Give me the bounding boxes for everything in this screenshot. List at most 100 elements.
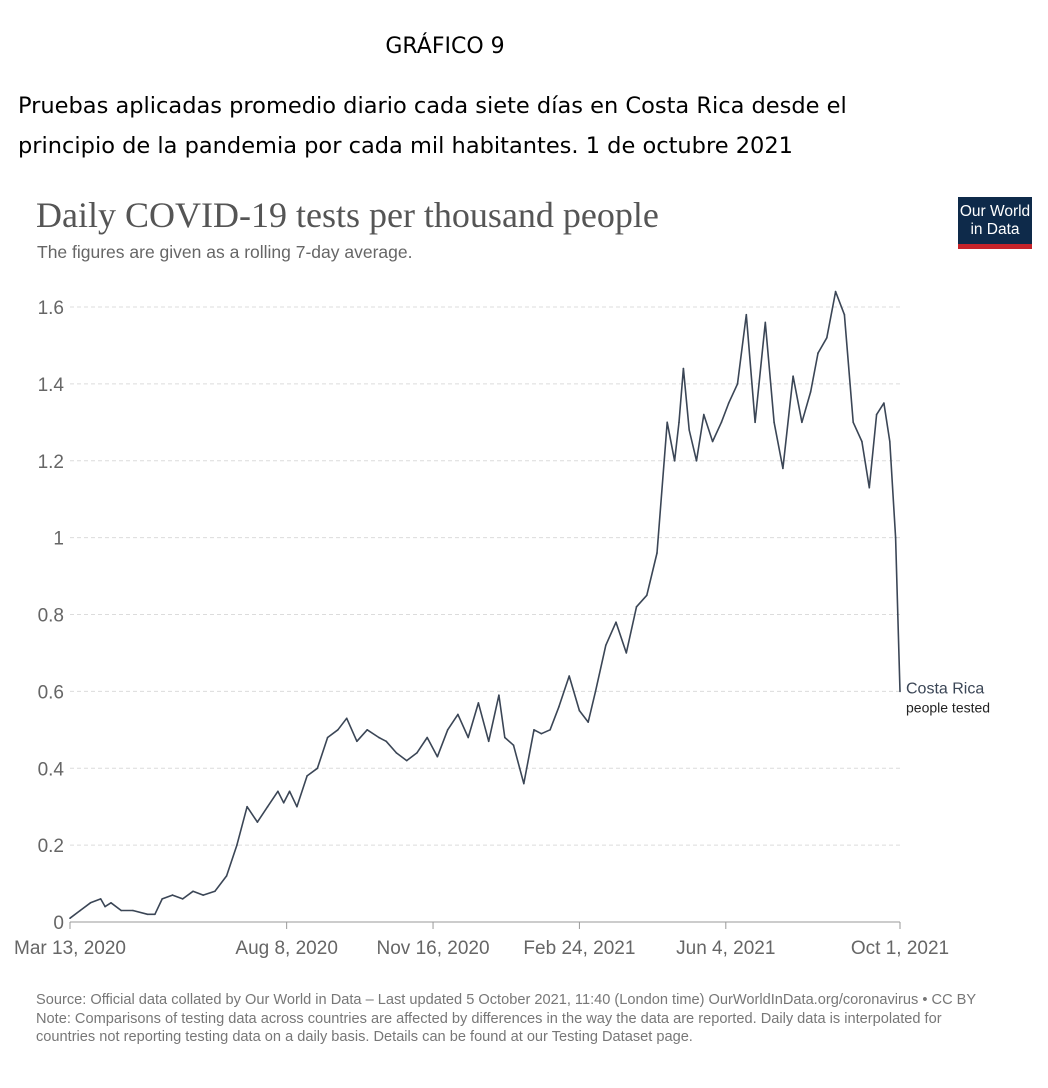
- y-tick-label: 1.2: [38, 452, 64, 473]
- series-line-costa-rica[interactable]: [69, 290, 901, 919]
- data-point: [764, 321, 767, 324]
- data-point: [773, 421, 775, 424]
- data-point: [337, 729, 339, 731]
- data-point: [594, 690, 597, 693]
- chart-title: Daily COVID-19 tests per thousand people: [36, 195, 659, 235]
- data-point: [385, 740, 388, 743]
- data-point: [745, 313, 748, 316]
- data-point: [711, 440, 714, 443]
- series-label-metric: people tested: [906, 699, 990, 715]
- y-tick-label: 0: [53, 913, 64, 934]
- data-point: [89, 902, 92, 904]
- data-point: [666, 421, 668, 424]
- data-point: [587, 721, 589, 723]
- data-point: [736, 383, 739, 385]
- data-point: [110, 902, 112, 904]
- figure-label: GRÁFICO 9: [385, 34, 505, 59]
- data-point: [181, 898, 184, 900]
- y-tick-label: 0.8: [38, 606, 64, 627]
- data-point: [605, 644, 607, 647]
- y-tick-label: 1.4: [38, 375, 65, 396]
- data-point: [154, 913, 156, 916]
- data-point: [266, 805, 269, 808]
- data-point: [883, 402, 885, 404]
- data-point: [225, 875, 228, 877]
- data-point: [487, 740, 490, 743]
- data-point: [843, 313, 846, 316]
- data-point: [288, 790, 291, 793]
- x-tick-label: Aug 8, 2020: [235, 938, 337, 959]
- data-point: [446, 729, 449, 731]
- data-point: [512, 744, 515, 746]
- data-point: [558, 706, 560, 708]
- data-point: [695, 460, 698, 462]
- footer: Source: Official data collated by Our Wo…: [36, 991, 1036, 1047]
- data-point: [615, 621, 617, 623]
- data-point: [457, 713, 459, 716]
- grid-lines: [70, 306, 900, 846]
- data-point: [792, 375, 794, 378]
- data-point: [682, 367, 685, 370]
- data-point: [801, 421, 803, 424]
- data-point: [316, 767, 319, 770]
- data-point: [889, 440, 891, 443]
- data-point: [277, 790, 279, 793]
- data-point: [861, 440, 863, 443]
- data-point: [104, 905, 106, 908]
- data-point: [646, 594, 648, 597]
- data-point: [436, 755, 439, 758]
- data-point: [678, 421, 680, 424]
- chart-subtitle: The figures are given as a rolling 7-day…: [37, 242, 413, 262]
- data-point: [296, 805, 298, 808]
- data-point: [578, 709, 581, 712]
- data-point: [894, 536, 897, 539]
- data-point: [395, 752, 398, 754]
- data-point: [817, 352, 819, 354]
- data-point: [635, 606, 638, 608]
- data-point: [426, 736, 429, 739]
- data-point: [120, 909, 122, 912]
- y-axis-ticks: 0 0.2 0.4 0.6 0.8 1 1.2 1.4 1.6: [38, 298, 65, 934]
- data-point: [161, 898, 163, 900]
- x-tick-label: Oct 1, 2021: [851, 938, 949, 959]
- series-label-name: Costa Rica: [906, 680, 984, 697]
- data-point: [467, 736, 470, 739]
- data-point: [345, 717, 348, 720]
- data-point: [214, 890, 216, 893]
- data-point: [146, 913, 149, 916]
- data-point: [852, 421, 854, 424]
- data-point: [366, 729, 369, 731]
- data-point: [69, 917, 71, 919]
- data-point: [326, 736, 329, 739]
- data-point: [720, 421, 723, 424]
- data-point: [533, 729, 535, 731]
- note-line-1: Note: Comparisons of testing data across…: [36, 1010, 942, 1027]
- data-point: [246, 805, 248, 808]
- data-point: [79, 909, 81, 912]
- data-point: [826, 337, 828, 339]
- data-point: [834, 290, 837, 293]
- y-tick-label: 0.4: [38, 759, 65, 780]
- data-point: [549, 729, 551, 731]
- logo-accent-bar: [958, 244, 1032, 249]
- owid-logo[interactable]: Our World in Data: [958, 197, 1032, 249]
- data-point: [625, 652, 628, 654]
- data-point: [809, 390, 812, 393]
- series-group: Costa Rica people tested: [69, 290, 990, 919]
- data-point: [523, 782, 525, 785]
- y-tick-label: 0.6: [38, 682, 64, 703]
- data-point: [99, 898, 102, 900]
- y-tick-label: 0.2: [38, 836, 64, 857]
- y-tick-label: 1.6: [38, 298, 64, 319]
- data-point: [754, 421, 756, 424]
- logo-line-2: in Data: [970, 221, 1020, 238]
- data-point: [256, 821, 259, 823]
- data-point: [504, 736, 506, 739]
- data-point: [356, 740, 358, 743]
- data-point: [132, 909, 134, 912]
- data-point: [192, 890, 194, 893]
- x-tick-label: Feb 24, 2021: [523, 938, 635, 959]
- note-line-2: countries not reporting testing data on …: [36, 1029, 693, 1045]
- data-point: [568, 675, 570, 677]
- data-point: [477, 702, 480, 704]
